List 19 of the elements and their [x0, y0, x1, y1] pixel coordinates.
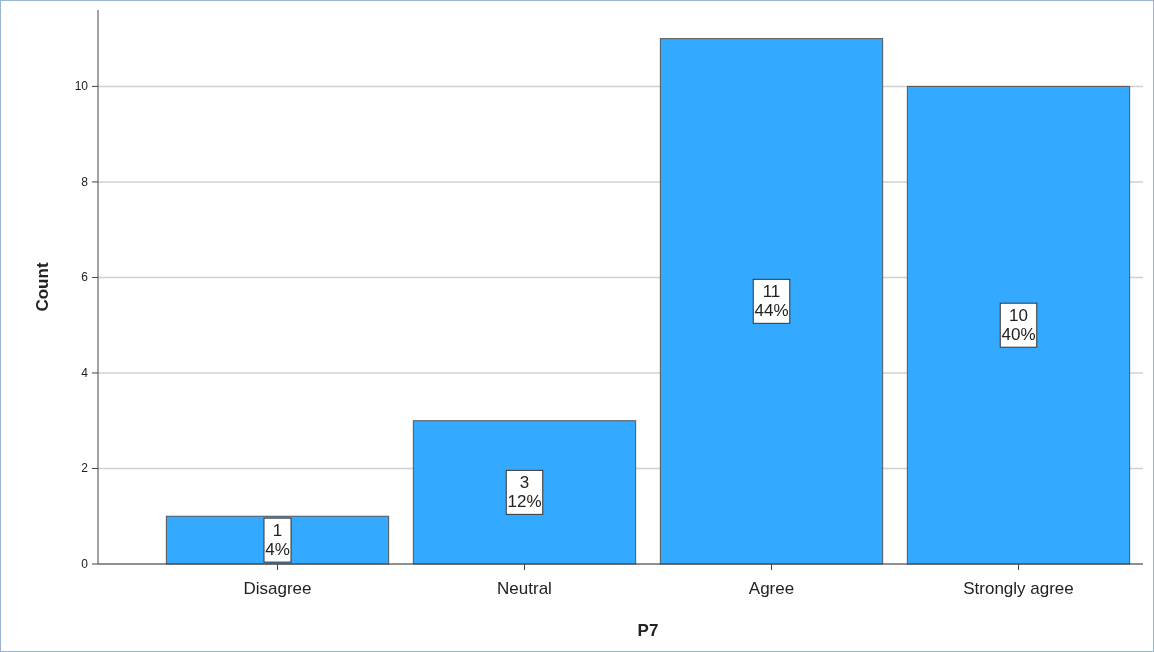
x-tick-label: Neutral [497, 579, 552, 598]
y-tick-label: 8 [81, 174, 89, 189]
data-label: 1 4% [265, 521, 290, 560]
y-tick-label: 4 [81, 365, 89, 380]
y-tick-label: 0 [81, 557, 89, 571]
y-axis-title: Count [33, 262, 52, 312]
y-tick-label: 6 [81, 270, 89, 285]
x-tick-label: Agree [748, 579, 795, 598]
x-axis-title: P7 [637, 621, 659, 640]
data-label: 11 44% [754, 282, 789, 321]
data-label: 3 12% [507, 473, 542, 512]
y-tick-label: 2 [81, 461, 89, 476]
y-tick-label: 10 [74, 79, 89, 94]
x-tick-label: Strongly agree [963, 579, 1074, 598]
bar [906, 85, 1131, 565]
x-tick-label: Disagree [243, 579, 312, 598]
data-label: 10 40% [1001, 306, 1036, 345]
bar [659, 38, 884, 565]
bar [412, 420, 637, 565]
